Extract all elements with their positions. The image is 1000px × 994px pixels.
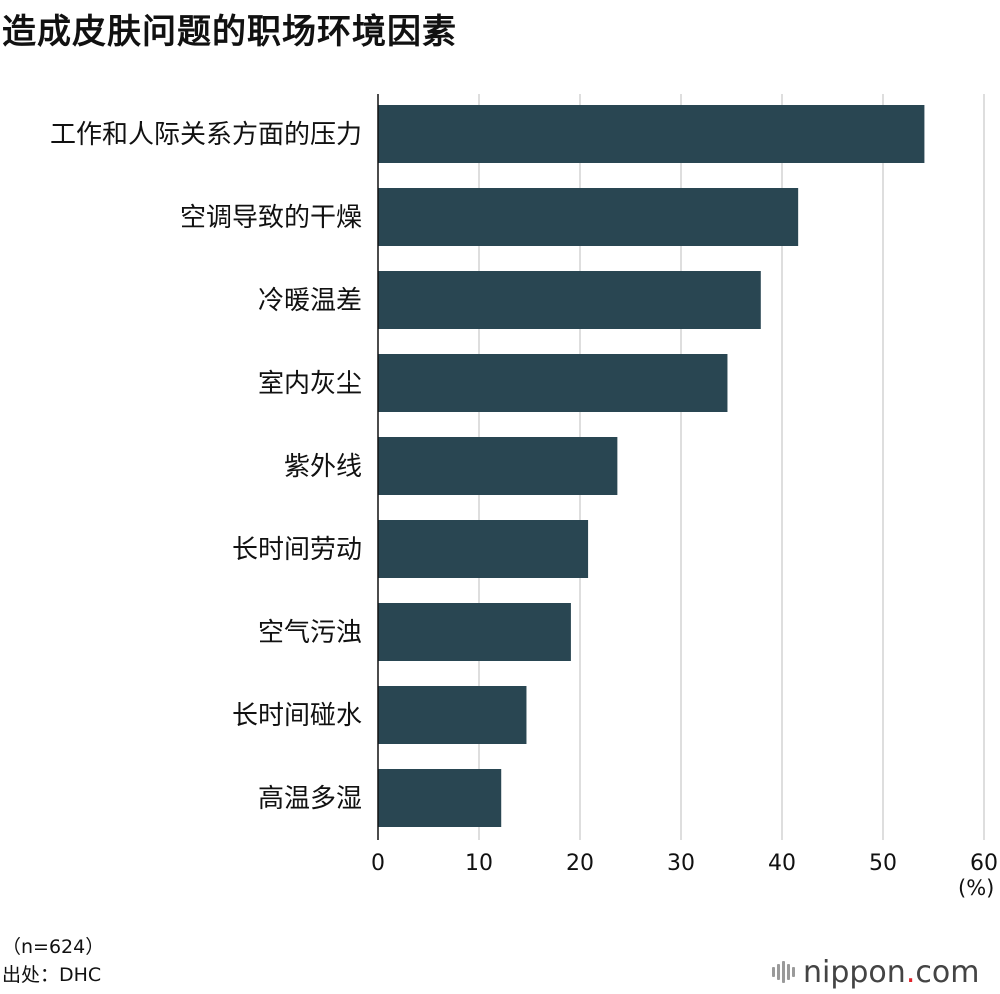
- logo-bars-icon: [772, 961, 795, 983]
- category-label-2: 空调导致的干燥: [180, 203, 362, 233]
- category-label-1: 工作和人际关系方面的压力: [50, 120, 362, 150]
- x-tick-label-10: 10: [465, 851, 493, 876]
- bar-7: [378, 603, 571, 661]
- sample-size-note: （n=624）: [2, 936, 105, 958]
- nippon-logo: nippon. com: [772, 952, 979, 992]
- category-label-8: 长时间碰水: [232, 701, 362, 731]
- x-tick-label-40: 40: [768, 851, 796, 876]
- category-label-4: 室内灰尘: [258, 369, 362, 399]
- x-tick-label-60: 60: [970, 851, 998, 876]
- logo-suffix: com: [915, 954, 980, 990]
- category-label-7: 空气污浊: [258, 618, 362, 648]
- x-axis-unit-label: (%): [958, 876, 995, 900]
- category-label-9: 高温多湿: [258, 784, 362, 814]
- category-label-3: 冷暖温差: [258, 286, 362, 316]
- chart-title: 造成皮肤问题的职场环境因素: [2, 12, 457, 52]
- category-label-6: 长时间劳动: [232, 535, 362, 565]
- logo-dot: .: [905, 954, 916, 990]
- bar-9: [378, 769, 502, 827]
- bar-6: [378, 520, 589, 578]
- bar-1: [378, 105, 925, 163]
- bar-5: [378, 437, 618, 495]
- category-label-5: 紫外线: [284, 452, 362, 482]
- x-tick-label-20: 20: [566, 851, 594, 876]
- bar-4: [378, 354, 728, 412]
- bar-3: [378, 271, 761, 329]
- x-tick-label-50: 50: [869, 851, 897, 876]
- logo-text: nippon: [803, 954, 906, 990]
- x-tick-label-30: 30: [667, 851, 695, 876]
- source-note: 出处：DHC: [2, 964, 102, 986]
- bar-8: [378, 686, 527, 744]
- bar-2: [378, 188, 799, 246]
- x-tick-label-0: 0: [371, 851, 385, 876]
